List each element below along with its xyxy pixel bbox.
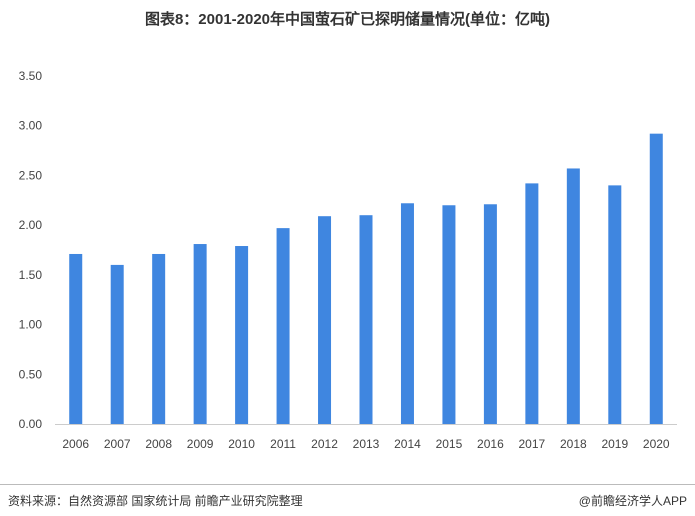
y-axis: 0.00 0.50 1.00 1.50 2.00 2.50 3.00 3.50 — [19, 69, 43, 431]
bar-2009 — [193, 244, 207, 424]
x-tick-label: 2011 — [270, 437, 296, 451]
bar-chart: 0.000.501.001.502.002.503.003.50 2006 200… — [19, 69, 677, 451]
footer: 资料来源：自然资源部 国家统计局 前瞻产业研究院整理 @前瞻经济学人APP — [0, 484, 695, 513]
source-note: 资料来源：自然资源部 国家统计局 前瞻产业研究院整理 — [8, 494, 303, 508]
x-tick-label: 2008 — [145, 437, 172, 451]
x-tick-label: 2015 — [436, 437, 463, 451]
x-tick-label: 2010 — [228, 437, 255, 451]
bar-2015 — [442, 205, 456, 424]
y-tick-label: 2.00 — [19, 218, 43, 232]
x-tick-label: 2019 — [601, 437, 628, 451]
bar-2017 — [525, 183, 539, 424]
bar-2014 — [400, 203, 414, 424]
bar-2016 — [483, 204, 497, 424]
x-tick-label: 2006 — [62, 437, 89, 451]
x-tick-label: 2013 — [353, 437, 380, 451]
bar-2007 — [110, 264, 124, 424]
bar-2019 — [608, 185, 622, 424]
bar-2008 — [152, 253, 166, 424]
bar-2012 — [318, 216, 332, 424]
x-tick-label: 2012 — [311, 437, 338, 451]
chart-title: 图表8：2001-2020年中国萤石矿已探明储量情况(单位：亿吨) — [144, 11, 551, 28]
y-tick-label: 3.50 — [19, 69, 43, 83]
y-tick-label: 2.50 — [19, 168, 43, 182]
bar-2010 — [235, 246, 249, 424]
bar-series — [69, 133, 663, 424]
bar-2006 — [69, 253, 83, 424]
x-tick-label: 2007 — [104, 437, 131, 451]
bar-2013 — [359, 215, 373, 424]
y-tick-label: 3.00 — [19, 119, 43, 133]
brand-credit: @前瞻经济学人APP — [578, 494, 687, 508]
y-tick-label: 0.50 — [19, 367, 43, 381]
x-tick-label: 2020 — [643, 437, 670, 451]
x-tick-label: 2017 — [519, 437, 546, 451]
y-tick-label: 0.00 — [19, 417, 43, 431]
bar-2011 — [276, 228, 290, 424]
y-tick-label: 1.50 — [19, 268, 43, 282]
x-axis: 2006 2007 2008 2009 2010 2011 2012 2013 2014 2015… — [62, 437, 670, 451]
bar-2018 — [566, 168, 580, 424]
x-tick-label: 2016 — [477, 437, 504, 451]
bar-2020 — [649, 133, 663, 424]
x-tick-label: 2009 — [187, 437, 214, 451]
x-tick-label: 2018 — [560, 437, 587, 451]
x-tick-label: 2014 — [394, 437, 421, 451]
y-tick-label: 1.00 — [19, 318, 43, 332]
